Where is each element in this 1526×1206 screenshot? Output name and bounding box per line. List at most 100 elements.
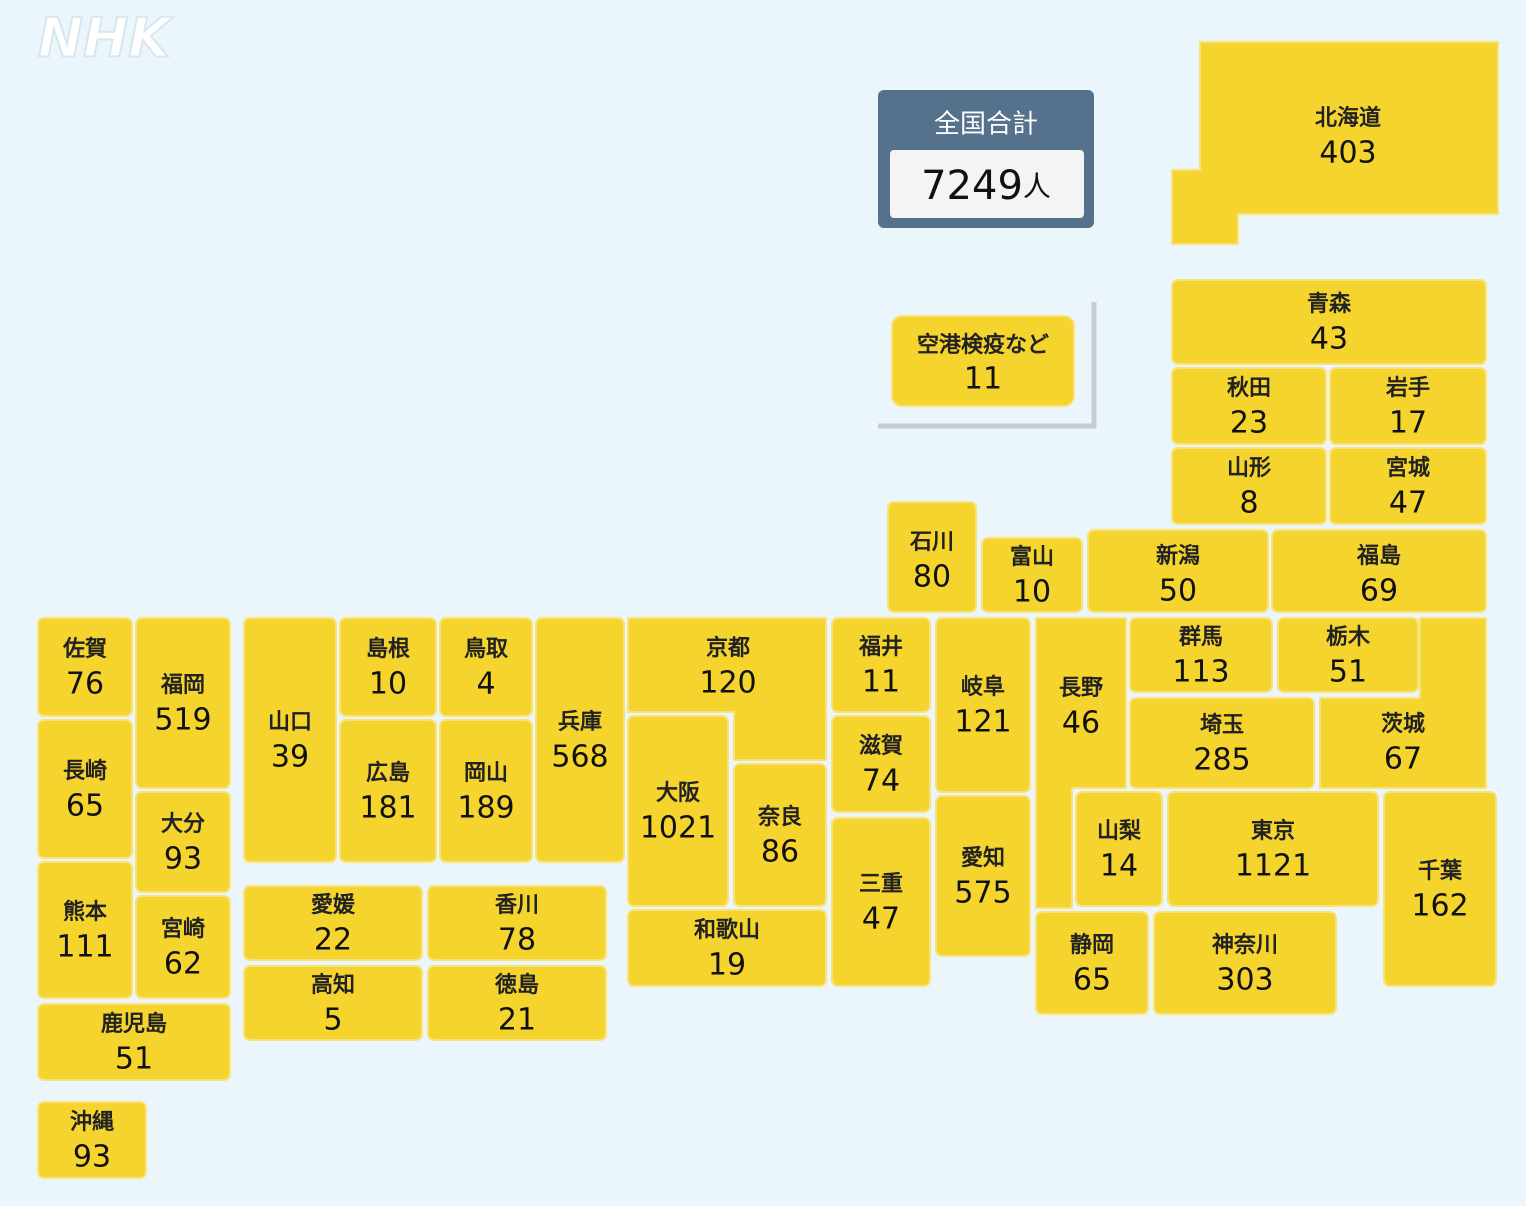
prefecture-tile (1075, 791, 1163, 907)
prefecture-tile (1087, 529, 1269, 613)
prefecture-value: 51 (115, 1042, 153, 1077)
prefecture-value: 74 (862, 764, 900, 799)
prefecture-value: 67 (1384, 742, 1422, 777)
prefecture-tile (243, 965, 423, 1041)
prefecture-tile (1271, 529, 1487, 613)
prefecture-tile (439, 719, 533, 863)
prefecture-name: 鳥取 (464, 636, 508, 662)
prefecture-name: 京都 (706, 635, 750, 661)
prefecture-tile (1171, 279, 1487, 365)
prefecture-tile (135, 791, 231, 893)
prefecture-name: 青森 (1307, 291, 1352, 317)
prefecture-name: 島根 (366, 636, 410, 662)
prefecture-tile (427, 965, 607, 1041)
prefecture-name: 岡山 (464, 761, 508, 786)
prefecture-value: 575 (954, 876, 1011, 911)
prefecture-tile (627, 715, 729, 907)
prefecture-name: 埼玉 (1200, 713, 1244, 738)
prefecture-value: 568 (551, 740, 608, 775)
prefecture-name: 茨城 (1381, 711, 1425, 737)
total-inner (890, 150, 1084, 218)
prefecture-tile (135, 617, 231, 789)
prefecture-name: 新潟 (1156, 543, 1200, 569)
prefecture-value: 162 (1411, 889, 1468, 924)
prefecture-tile (627, 617, 827, 761)
prefecture-value: 22 (314, 923, 352, 958)
prefecture-tile (37, 617, 133, 717)
prefecture-name: 大阪 (656, 781, 700, 806)
prefecture-tile (831, 817, 931, 987)
prefecture-value: 1021 (640, 811, 716, 846)
prefecture-tile (1277, 617, 1419, 693)
prefecture-value: 21 (498, 1003, 536, 1038)
prefecture-name: 岩手 (1385, 376, 1430, 401)
prefecture-tile (1129, 697, 1315, 789)
prefecture-tile (135, 895, 231, 999)
prefecture-value: 111 (56, 930, 113, 965)
total-value: 7249 (921, 163, 1023, 209)
total-unit: 人 (1023, 170, 1051, 203)
prefecture-tile (37, 861, 133, 999)
prefecture-tiles: 北海道 403 青森 43 秋田 23 岩手 17 山形 8 宮城 47 石川 80 富山 10 新潟 50 福島 6… (37, 41, 1499, 1179)
prefecture-name: 和歌山 (694, 917, 760, 943)
prefecture-value: 14 (1100, 849, 1138, 884)
airport-frame (878, 302, 1097, 429)
prefecture-value: 50 (1159, 574, 1197, 609)
prefecture-tile (37, 719, 133, 859)
prefecture-value: 4 (476, 667, 495, 702)
prefecture-value: 65 (66, 789, 104, 824)
prefecture-name: 福島 (1356, 543, 1401, 569)
prefecture-name: 沖縄 (70, 1110, 114, 1135)
prefecture-name: 山梨 (1097, 819, 1141, 844)
prefecture-value: 1121 (1235, 849, 1311, 884)
prefecture-value: 23 (1230, 406, 1268, 441)
prefecture-name: 山形 (1227, 456, 1271, 481)
prefecture-name: 愛知 (961, 845, 1005, 871)
prefecture-tile (935, 795, 1031, 957)
prefecture-value: 519 (154, 703, 211, 738)
prefecture-name: 佐賀 (62, 636, 107, 662)
prefecture-name: 富山 (1010, 544, 1054, 570)
prefecture-value: 120 (699, 666, 756, 701)
prefecture-tile (1171, 367, 1327, 445)
prefecture-value: 93 (73, 1140, 111, 1175)
prefecture-tile (339, 719, 437, 863)
prefecture-tile (935, 617, 1031, 793)
prefecture-tile (627, 909, 827, 987)
prefecture-tile (37, 1003, 231, 1081)
prefecture-name: 群馬 (1179, 624, 1223, 650)
prefecture-name: 大分 (161, 812, 205, 837)
logo: NHK (38, 7, 174, 70)
prefecture-name: 宮城 (1386, 455, 1430, 481)
prefecture-tile (1319, 617, 1487, 789)
prefecture-name: 徳島 (494, 972, 539, 998)
prefecture-value: 17 (1389, 406, 1427, 441)
prefecture-value: 285 (1193, 743, 1250, 778)
prefecture-value: 51 (1329, 655, 1367, 690)
prefecture-value: 8 (1239, 486, 1258, 521)
prefecture-name: 兵庫 (558, 709, 602, 735)
prefecture-name: 東京 (1251, 818, 1295, 844)
prefecture-name: 山口 (268, 710, 312, 735)
prefecture-value: 86 (761, 835, 799, 870)
prefecture-tile (1329, 367, 1487, 445)
prefecture-value: 303 (1216, 963, 1273, 998)
prefecture-tile (1329, 447, 1487, 525)
prefecture-name: 秋田 (1227, 376, 1271, 401)
prefecture-value: 65 (1073, 963, 1111, 998)
prefecture-value: 69 (1360, 574, 1398, 609)
prefecture-tile (439, 617, 533, 717)
prefecture-name: 三重 (859, 872, 903, 897)
prefecture-tile (1035, 617, 1127, 909)
prefecture-name: 栃木 (1326, 625, 1371, 650)
prefecture-name: 神奈川 (1212, 932, 1278, 958)
prefecture-value: 39 (271, 740, 309, 775)
prefecture-tile (981, 537, 1083, 613)
prefecture-name: 福井 (858, 635, 903, 660)
airport-value: 11 (964, 362, 1002, 397)
prefecture-name: 宮崎 (161, 916, 205, 942)
prefecture-tile (243, 885, 423, 961)
prefecture-name: 長崎 (63, 759, 107, 784)
prefecture-name: 長野 (1059, 676, 1103, 701)
prefecture-value: 11 (862, 665, 900, 700)
